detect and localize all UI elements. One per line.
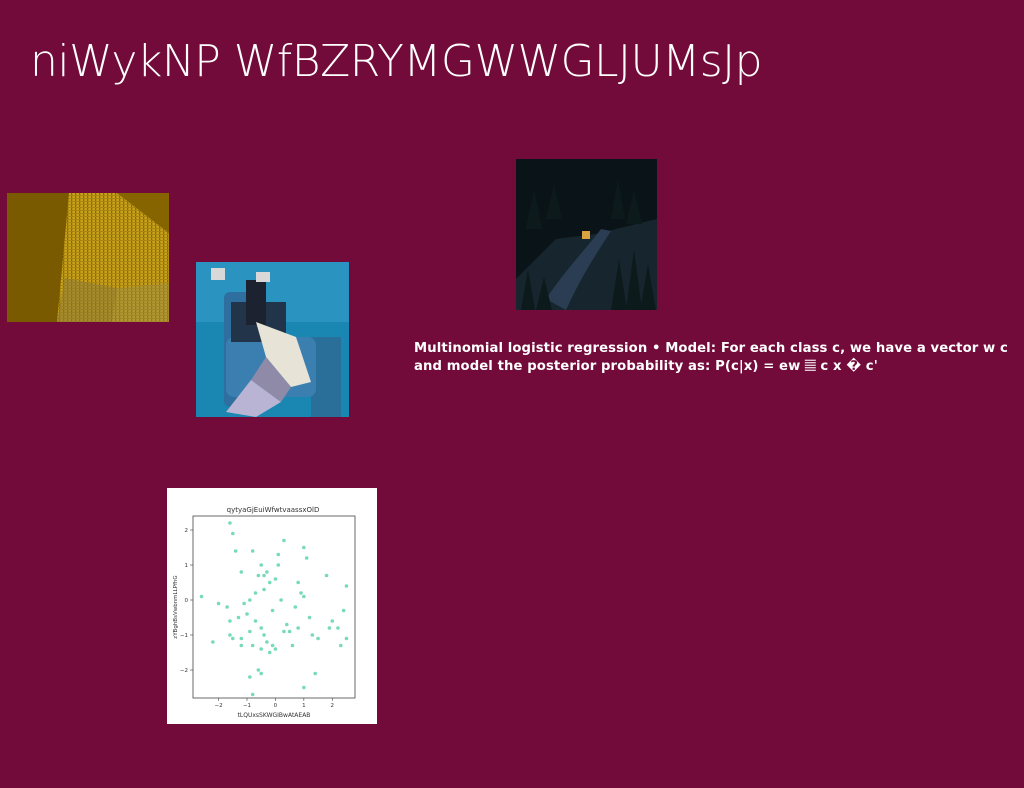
scatter-point — [259, 671, 264, 676]
building-photo — [7, 193, 169, 322]
scatter-point — [302, 685, 306, 690]
scatter-point — [259, 647, 264, 651]
scatter-point — [270, 608, 275, 613]
scatter-point — [341, 608, 346, 613]
scatter-point — [230, 636, 235, 641]
scatter-point — [276, 552, 281, 557]
scatter-point — [199, 594, 204, 599]
x-tick-label: 0 — [274, 703, 278, 709]
scatter-point — [248, 598, 252, 602]
y-tick-label: −1 — [180, 633, 188, 639]
scatter-point — [344, 584, 349, 588]
scatter-point — [245, 612, 249, 616]
scatter-point — [262, 633, 266, 637]
scatter-point — [273, 577, 278, 581]
scatter-point — [270, 643, 275, 648]
scatter-point — [324, 573, 329, 578]
scatter-point — [344, 636, 349, 641]
x-axis-label: tLQUxsSKWGIBwAtAEAB — [238, 712, 311, 719]
slide-body-text: Multinomial logistic regression • Model:… — [414, 341, 1008, 374]
scatter-point — [276, 563, 281, 567]
scatter-point — [259, 626, 264, 630]
scatter-point — [236, 615, 241, 620]
scatter-point — [293, 605, 298, 609]
scatter-point — [225, 605, 229, 609]
scatter-point — [228, 619, 232, 623]
scatter-point — [284, 622, 289, 627]
y-tick-label: 1 — [185, 563, 189, 569]
scatter-point — [242, 601, 246, 606]
scatter-point — [296, 580, 300, 585]
scatter-point — [267, 580, 272, 585]
scatter-point — [228, 521, 232, 525]
scatter-point — [296, 626, 300, 630]
scatter-point — [262, 587, 266, 592]
scatter-point — [265, 570, 269, 574]
chart-title: qytyaGjEuiWfwtvaassxOlD — [227, 506, 320, 514]
scatter-point — [336, 626, 340, 630]
scatter-point — [327, 626, 332, 630]
scatter-point — [233, 549, 238, 553]
scatter-point — [304, 556, 309, 560]
scatter-point — [302, 545, 306, 550]
scatter-point — [273, 647, 278, 651]
scatter-point — [310, 633, 315, 637]
scatter-point — [302, 594, 306, 599]
plot-frame — [192, 515, 356, 699]
forest-photo — [516, 159, 657, 310]
scatter-point — [228, 633, 232, 637]
y-axis-label: zYBghBsVwbnmLLPfhG — [173, 575, 179, 638]
scatter-point — [248, 675, 252, 679]
scatter-point — [262, 573, 266, 578]
scatter-chart: qytyaGjEuiWfwtvaassxOlD tLQUxsSKWGIBwAtA… — [167, 488, 377, 724]
scatter-point — [316, 636, 320, 641]
x-tick-label: −2 — [215, 703, 223, 709]
x-tick-label: 2 — [331, 703, 335, 709]
scatter-point — [211, 640, 215, 644]
scatter-point — [250, 643, 255, 648]
scatter-point — [239, 570, 244, 574]
scatter-point — [253, 591, 258, 595]
scatter-point — [248, 629, 252, 634]
y-tick-label: 0 — [185, 598, 189, 604]
scatter-point — [256, 573, 261, 578]
scatter-point — [239, 643, 244, 648]
y-tick-label: 2 — [185, 528, 189, 534]
scatter-point — [313, 671, 318, 676]
scatter-point — [250, 692, 255, 697]
scatter-point — [330, 619, 335, 623]
scatter-point — [307, 615, 312, 620]
scatter-point — [287, 629, 292, 634]
scatter-point — [265, 640, 269, 644]
slide-title: niWykNP WfBZRYMGWWGLJUMsJp — [30, 36, 763, 87]
scatter-point — [250, 549, 255, 553]
scatter-point — [290, 643, 295, 648]
scatter-point — [230, 531, 235, 536]
x-tick-label: 1 — [302, 703, 306, 709]
scatter-point — [267, 650, 272, 655]
scatter-point — [239, 636, 244, 641]
x-tick-label: −1 — [243, 703, 251, 709]
scatter-point — [338, 643, 343, 648]
scatter-point — [259, 563, 264, 567]
scatter-point — [282, 629, 286, 634]
scatter-point — [279, 598, 283, 602]
scatter-point — [282, 538, 286, 543]
scatter-point — [299, 591, 303, 595]
scatter-point — [216, 601, 221, 606]
y-tick-label: −2 — [180, 668, 188, 674]
person-photo — [196, 262, 349, 417]
scatter-point — [256, 668, 261, 672]
scatter-point — [253, 619, 258, 623]
